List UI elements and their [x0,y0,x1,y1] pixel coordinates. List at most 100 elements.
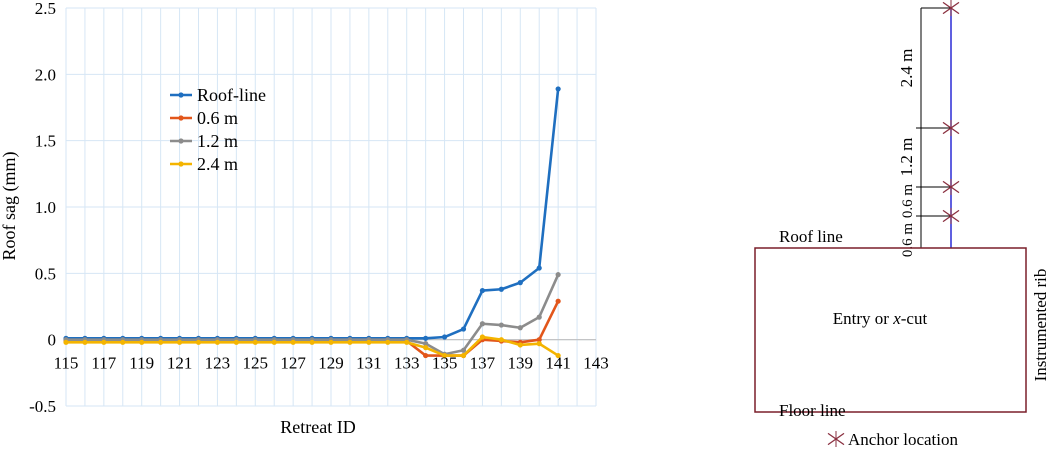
data-point [158,339,164,345]
data-point [366,339,372,345]
x-tick-label: 133 [394,354,420,373]
y-tick-label: -0.5 [29,397,56,416]
anchor-marker [942,0,960,16]
x-tick-label: 137 [470,354,496,373]
legend-label: 0.6 m [197,108,238,128]
y-tick-label: 1.0 [35,198,56,217]
data-point [328,339,334,345]
data-point [214,339,221,345]
data-point [252,339,258,345]
data-point [536,265,542,271]
entry-label: Entry or x-cut [833,309,928,328]
data-point [195,339,202,345]
x-tick-label: 115 [54,354,79,373]
data-point [479,334,486,340]
x-tick-label: 139 [508,354,534,373]
x-axis-label: Retreat ID [280,417,355,437]
anchor-location-icon [827,431,845,447]
chart-legend: Roof-line 0.6 m 1.2 m 2.4 m [170,85,266,174]
chart-tick-labels: 2.5 2.0 1.5 1.0 0.5 0 -0.5 115 117 119 121 123 125 12… [29,0,609,416]
x-tick-label: 123 [205,354,231,373]
legend-marker [178,138,184,144]
anchor-marker [827,431,845,447]
data-point [479,321,486,327]
data-point [120,339,126,345]
data-point [290,339,296,345]
data-point [536,341,542,347]
data-point [441,334,448,340]
legend-marker [178,161,184,167]
legend-marker [178,115,184,121]
data-point [460,347,467,353]
series-2-4-m [63,334,561,359]
data-point [233,339,239,345]
data-point [309,339,315,345]
x-tick-label: 143 [583,354,609,373]
data-point [385,339,391,345]
data-point [555,352,561,359]
anchor-diagram: 2.4 m 1.2 m 0.6 m 0.6 m Roof line Floor … [754,0,1050,449]
y-tick-label: 0 [48,331,57,350]
anchor-marker [942,179,960,195]
dim-label-0-6m-a: 0.6 m [900,184,916,219]
data-point [101,339,107,345]
data-point [271,339,277,345]
data-point [517,280,523,286]
data-point [460,352,467,359]
data-point [423,345,429,351]
data-point [517,342,523,348]
chart-grid [65,7,597,407]
data-point [176,339,183,345]
legend-label: 2.4 m [197,154,238,174]
data-point [555,86,561,92]
data-point [498,322,504,328]
anchor-marker [942,120,960,136]
x-tick-label: 135 [432,354,458,373]
data-point [139,339,145,345]
legend-label: 1.2 m [197,131,238,151]
y-tick-label: 2.0 [35,65,56,84]
x-tick-label: 131 [356,354,382,373]
x-tick-label: 117 [91,354,116,373]
floor-line-label: Floor line [779,401,846,420]
rib-label: Instrumented rib [1031,269,1050,382]
anchor-markers [942,0,960,224]
anchor-legend: Anchor location [827,430,958,449]
x-tick-label: 127 [280,354,306,373]
data-point [536,337,542,343]
data-point [460,326,467,332]
data-point [498,337,504,343]
chart-series [63,86,561,359]
x-tick-label: 125 [243,354,269,373]
data-point [423,341,429,347]
y-tick-label: 2.5 [35,0,56,18]
anchor-marker [942,208,960,224]
data-point [555,298,561,304]
x-tick-label: 119 [129,354,154,373]
dim-label-1-2m: 1.2 m [897,138,916,177]
legend-entry: Roof-line [170,85,266,105]
legend-entry: 0.6 m [170,108,238,128]
legend-entry: 2.4 m [170,154,238,174]
anchor-legend-label: Anchor location [848,430,958,449]
data-point [555,272,561,278]
x-tick-label: 129 [318,354,344,373]
data-point [517,325,523,331]
data-point [423,352,429,359]
data-point [479,287,486,294]
x-tick-label: 121 [167,354,193,373]
legend-label: Roof-line [197,85,266,105]
y-tick-label: 0.5 [35,264,56,283]
legend-marker [178,92,184,98]
legend-entry: 1.2 m [170,131,238,151]
dim-label-0-6m-b: 0.6 m [900,223,916,258]
data-point [498,286,504,292]
y-tick-label: 1.5 [35,132,56,151]
data-point [82,339,88,345]
y-axis-label: Roof sag (mm) [0,152,20,261]
dim-label-2-4m: 2.4 m [897,49,916,88]
data-point [63,339,69,345]
data-point [404,339,410,345]
data-point [536,314,542,320]
